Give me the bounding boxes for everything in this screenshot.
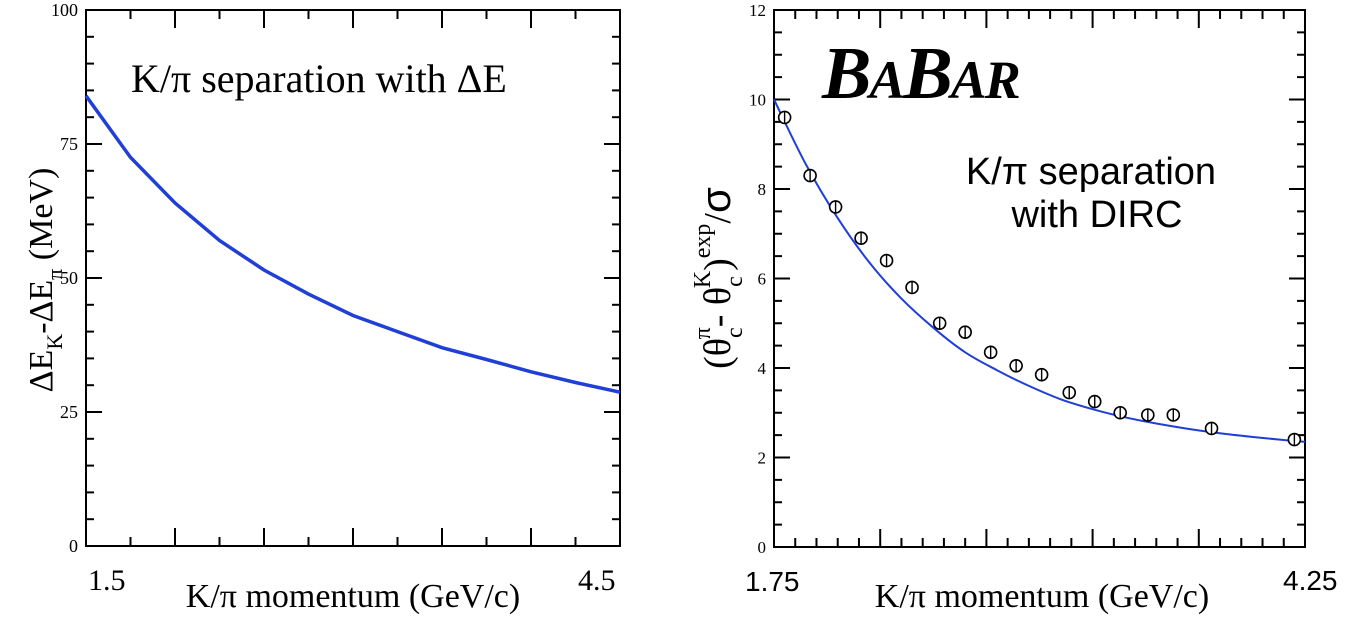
left-y-tick-label: 100 <box>51 0 78 20</box>
data-point <box>828 200 843 214</box>
data-point <box>1113 405 1128 420</box>
right-fit-curve <box>773 99 1306 443</box>
data-point <box>1009 358 1023 373</box>
data-point <box>803 168 817 183</box>
right-chart: 0 2 4 6 8 10 12 1.75 4.25 BABAR K/π separation… <box>690 1 1338 615</box>
right-data-points <box>777 110 1302 447</box>
data-point <box>1141 408 1155 422</box>
right-y-tick-label: 0 <box>758 538 767 557</box>
data-point <box>854 231 868 246</box>
left-y-axis-label: ΔEK-ΔEπ (MeV) <box>23 168 67 393</box>
left-x-tick-label-min: 1.5 <box>88 564 126 597</box>
data-point <box>983 345 998 360</box>
left-y-tick-label: 50 <box>60 268 78 288</box>
left-x-tick-label-max: 4.5 <box>578 564 616 597</box>
left-y-tick-label: 0 <box>69 536 78 556</box>
data-point <box>777 110 792 125</box>
data-point <box>1062 385 1077 400</box>
left-y-tick-label: 25 <box>60 402 78 422</box>
left-x-axis-label: K/π momentum (GeV/c) <box>186 578 520 615</box>
data-point <box>1087 394 1102 409</box>
babar-logo: BABAR <box>821 33 1021 115</box>
left-annotation: K/π separation with ΔE <box>131 56 507 101</box>
right-annotation-line2: with DIRC <box>1010 194 1182 236</box>
data-point <box>1204 421 1219 436</box>
right-y-tick-label: 6 <box>758 270 767 289</box>
right-y-tick-label: 8 <box>758 180 767 199</box>
data-point <box>879 253 894 268</box>
left-chart: 0 25 50 75 100 1.5 4.5 K/π separation with Δ… <box>23 0 621 615</box>
data-point <box>905 280 919 295</box>
right-x-tick-label-max: 4.25 <box>1283 565 1338 596</box>
right-y-tick-label: 2 <box>758 449 767 468</box>
data-point <box>958 325 972 340</box>
right-x-tick-label-min: 1.75 <box>745 566 800 597</box>
data-point <box>1166 408 1181 422</box>
data-point <box>1287 432 1302 447</box>
right-y-tick-labels: 0 2 4 6 8 10 12 <box>749 1 767 557</box>
data-point <box>932 316 947 331</box>
data-point <box>1034 367 1049 382</box>
right-y-axis-label: (θcπ- θcK)exp/σ <box>690 187 748 369</box>
left-axis-ticks <box>85 9 621 547</box>
svg-text:BABAR: BABAR <box>821 33 1019 115</box>
right-annotation-line1: K/π separation <box>966 151 1216 193</box>
right-y-tick-label: 10 <box>749 91 766 110</box>
right-axis-ticks <box>773 9 1306 548</box>
right-x-axis-label: K/π momentum (GeV/c) <box>875 578 1209 615</box>
left-y-tick-labels: 0 25 50 75 100 <box>51 0 78 556</box>
left-y-tick-label: 75 <box>60 134 78 154</box>
right-y-tick-label: 4 <box>758 359 767 378</box>
right-y-tick-label: 12 <box>749 1 766 20</box>
left-series-line <box>84 94 621 394</box>
